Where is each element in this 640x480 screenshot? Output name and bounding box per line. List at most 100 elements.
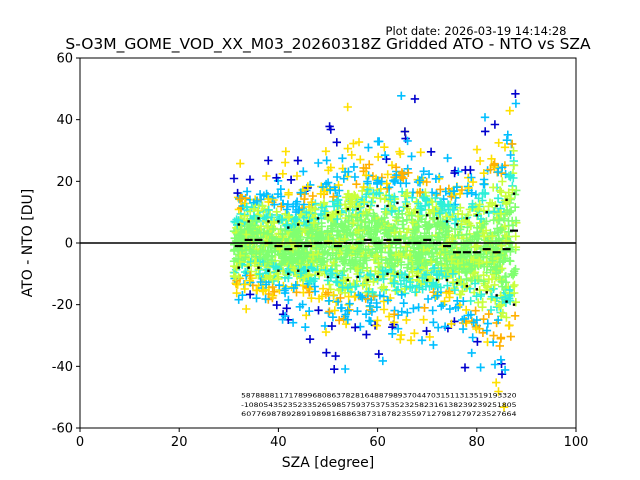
- data-point: [331, 220, 341, 229]
- data-point: [399, 299, 408, 308]
- data-point: [308, 191, 317, 201]
- data-point: [246, 267, 256, 276]
- data-point: [482, 258, 491, 267]
- data-point: [326, 163, 335, 172]
- data-point: [472, 292, 481, 301]
- data-point: [479, 169, 488, 178]
- data-point: [338, 154, 347, 163]
- data-point: [322, 348, 331, 357]
- data-point: [393, 310, 403, 320]
- data-point: [294, 205, 303, 215]
- data-point: [249, 211, 259, 221]
- data-point: [244, 224, 253, 234]
- x-tick-label: 80: [469, 435, 486, 450]
- spread-mark: [277, 269, 280, 272]
- data-point: [312, 242, 321, 252]
- data-point: [284, 190, 293, 199]
- data-point: [411, 205, 420, 215]
- data-point: [373, 137, 383, 146]
- data-point: [437, 266, 446, 276]
- data-point: [309, 218, 318, 228]
- data-point: [494, 234, 504, 243]
- data-point: [466, 265, 476, 274]
- data-point: [340, 167, 350, 177]
- data-point: [429, 252, 438, 261]
- spread-mark: [505, 198, 508, 202]
- data-point: [384, 312, 394, 321]
- data-point: [341, 310, 350, 319]
- data-point: [447, 319, 456, 329]
- data-point: [414, 199, 423, 208]
- data-point: [429, 278, 438, 287]
- data-point: [354, 226, 363, 235]
- data-point: [450, 168, 459, 178]
- data-point: [425, 332, 434, 342]
- x-axis-ticks: 0 20 40 60 80 100: [76, 428, 588, 450]
- data-point: [343, 144, 352, 153]
- data-point: [500, 222, 510, 231]
- data-point: [355, 202, 364, 211]
- data-point: [473, 337, 482, 346]
- data-point: [408, 218, 417, 227]
- data-point: [297, 259, 306, 268]
- x-axis-label: SZA [degree]: [282, 455, 375, 471]
- data-point: [316, 209, 326, 219]
- data-point: [252, 294, 261, 303]
- data-point: [372, 252, 382, 261]
- data-point: [338, 267, 348, 276]
- data-point: [467, 348, 476, 358]
- data-point: [481, 226, 491, 235]
- data-point: [272, 300, 281, 310]
- data-point: [339, 252, 349, 262]
- data-point: [345, 299, 354, 308]
- spread-mark: [396, 272, 399, 276]
- data-point: [391, 163, 401, 172]
- data-point: [491, 201, 500, 210]
- spread-mark: [316, 217, 320, 220]
- spread-mark: [346, 207, 350, 211]
- data-point: [430, 263, 439, 273]
- data-point: [476, 260, 485, 269]
- data-point: [367, 197, 376, 206]
- data-point: [252, 249, 261, 258]
- data-point: [460, 363, 470, 372]
- data-point: [359, 182, 368, 192]
- data-point: [262, 254, 272, 264]
- data-point: [450, 285, 459, 295]
- data-point: [510, 288, 519, 298]
- data-point: [503, 130, 512, 139]
- spread-mark: [287, 226, 290, 229]
- data-point: [496, 333, 506, 342]
- data-point: [413, 252, 423, 261]
- data-point: [432, 189, 441, 198]
- data-point: [305, 277, 314, 286]
- data-point: [379, 274, 388, 284]
- data-point: [349, 218, 358, 228]
- spread-mark: [406, 275, 409, 279]
- data-point: [372, 303, 382, 312]
- data-point: [282, 205, 292, 214]
- data-point: [329, 258, 338, 267]
- data-point: [454, 231, 463, 240]
- data-point: [397, 270, 406, 280]
- scatter-points: [229, 89, 521, 412]
- data-point: [509, 173, 518, 183]
- data-point: [415, 283, 424, 292]
- data-point: [505, 194, 515, 203]
- data-point: [500, 210, 510, 219]
- data-point: [233, 220, 242, 230]
- spread-mark: [346, 278, 350, 282]
- data-point: [314, 254, 323, 263]
- data-point: [234, 216, 243, 225]
- data-point: [281, 249, 290, 259]
- spread-mark: [247, 266, 250, 269]
- spread-mark: [495, 204, 498, 208]
- y-tick-label: 20: [56, 175, 73, 190]
- data-point: [284, 213, 293, 222]
- data-point: [364, 224, 373, 234]
- data-point: [296, 269, 306, 278]
- data-point: [445, 289, 454, 298]
- data-point: [334, 180, 343, 190]
- data-point: [252, 196, 262, 206]
